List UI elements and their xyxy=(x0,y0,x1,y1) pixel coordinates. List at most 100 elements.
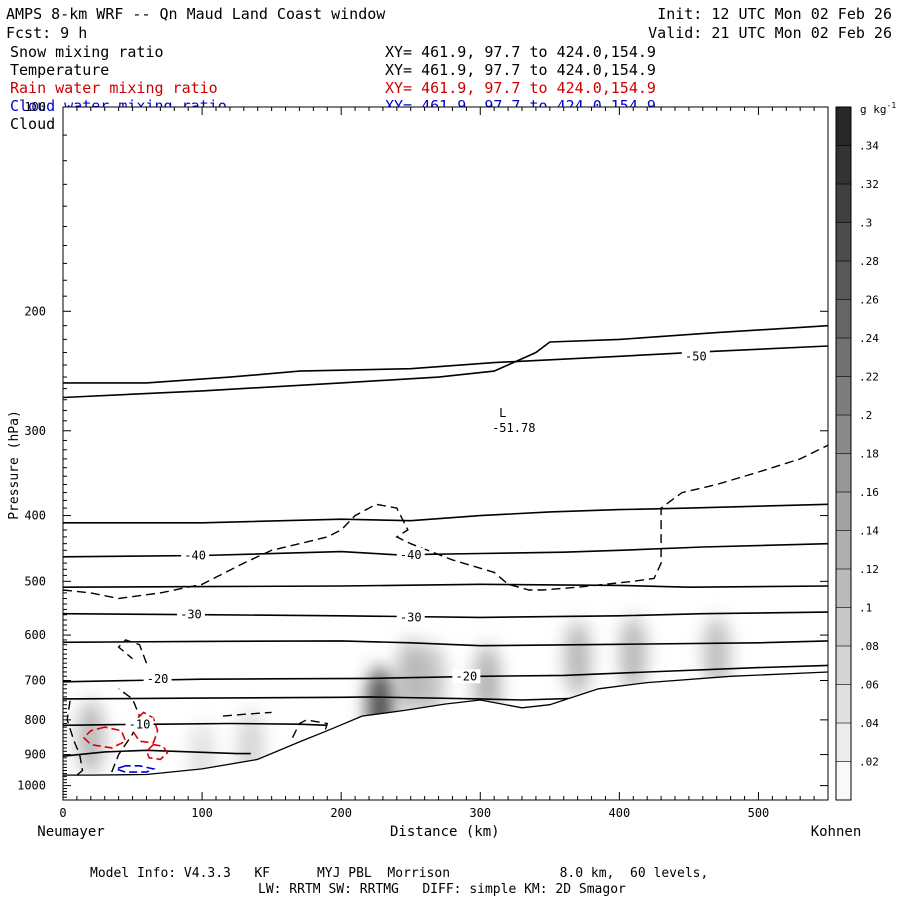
isotherm-label: -30 xyxy=(180,608,202,622)
colorbar-tick-label: .12 xyxy=(859,563,879,576)
x-tick-label: 300 xyxy=(469,806,491,820)
legend-xy: XY= 461.9, 97.7 to 424.0,154.9 xyxy=(385,79,656,97)
start-location-label: Neumayer xyxy=(37,824,104,840)
snow-mixing-contour xyxy=(117,639,148,664)
colorbar-bin xyxy=(836,299,851,339)
cloud-ice-maximum xyxy=(397,638,424,715)
rain-water-contour xyxy=(145,743,169,761)
colorbar-tick-label: .22 xyxy=(859,371,879,384)
legend-name: Snow mixing ratio xyxy=(10,43,164,61)
x-tick-label: 400 xyxy=(609,806,631,820)
y-tick-label: 700 xyxy=(24,674,46,688)
cloud-ice-maximum xyxy=(703,616,730,693)
colorbar-bin xyxy=(836,145,851,185)
colorbar-tick-label: .2 xyxy=(859,409,872,422)
snow-mixing-contour xyxy=(66,700,84,776)
isotherm-label: -20 xyxy=(456,669,478,683)
y-axis-label: Pressure (hPa) xyxy=(7,410,22,520)
colorbar-bin xyxy=(836,684,851,724)
snow-mixing-contour xyxy=(111,688,141,773)
colorbar-bin xyxy=(836,492,851,531)
valid-time: Valid: 21 UTC Mon 02 Feb 26 xyxy=(648,24,892,42)
forecast-hour: Fcst: 9 h xyxy=(6,24,87,42)
colorbar-tick-label: .14 xyxy=(859,525,879,538)
x-tick-label: 200 xyxy=(330,806,352,820)
y-tick-label: 500 xyxy=(24,574,46,588)
snow-mixing-contour xyxy=(291,719,329,739)
isotherm-label-bg xyxy=(452,669,481,684)
colorbar-bin xyxy=(836,607,851,647)
colorbar-bin xyxy=(836,261,851,300)
model-info-line2: LW: RRTM SW: RRTMG DIFF: simple KM: 2D S… xyxy=(258,882,626,897)
colorbar-tick-label: .08 xyxy=(859,640,879,653)
colorbar-tick-label: .24 xyxy=(859,332,879,345)
x-tick-label: 0 xyxy=(59,806,66,820)
x-axis-label: Distance (km) xyxy=(390,824,500,840)
isotherm-label-bg xyxy=(396,547,425,562)
colorbar-tick-label: .16 xyxy=(859,486,879,499)
isotherm-label-bg xyxy=(681,349,710,364)
end-location-label: Kohnen xyxy=(811,824,862,840)
colorbar-tick-label: .32 xyxy=(859,178,879,191)
legend-xy: XY= 461.9, 97.7 to 424.0,154.9 xyxy=(385,61,656,79)
colorbar-bin xyxy=(836,184,851,223)
isotherm-label: -40 xyxy=(400,548,422,562)
colorbar-bin xyxy=(836,453,851,493)
colorbar-bin xyxy=(836,222,851,262)
colorbar-tick-label: .06 xyxy=(859,679,879,692)
snow-mixing-contour xyxy=(63,444,828,600)
isotherm-label-bg xyxy=(176,607,205,622)
isotherm-label: -30 xyxy=(400,610,422,624)
colorbar-tick-label: .28 xyxy=(859,255,879,268)
isotherm-line xyxy=(63,749,251,757)
isotherm-line xyxy=(63,583,828,589)
isotherm-line xyxy=(63,640,828,647)
y-tick-label: 1000 xyxy=(17,779,46,793)
isotherm-label: -50 xyxy=(685,349,707,363)
chart-title: AMPS 8-km WRF -- Qn Maud Land Coast wind… xyxy=(6,5,386,23)
y-tick-label: 200 xyxy=(24,304,46,318)
terrain-layer xyxy=(63,671,828,800)
colorbar-bin xyxy=(836,723,851,762)
legend-name: Rain water mixing ratio xyxy=(10,79,218,97)
cloud-ice-maximum xyxy=(564,620,591,697)
colorbar-bin xyxy=(836,569,851,608)
y-tick-label: 400 xyxy=(24,509,46,523)
legend-xy: XY= 461.9, 97.7 to 424.0,154.9 xyxy=(385,43,656,61)
colorbar-bin xyxy=(836,376,851,416)
plot-frame xyxy=(62,106,829,801)
isotherm-label: -40 xyxy=(184,548,206,562)
colorbar-bin xyxy=(836,338,851,377)
contour-layer: -50 -40 -40 -30 -30 -20 -20 -10 L-51.78 xyxy=(63,324,828,776)
isotherm-label-bg xyxy=(125,717,154,732)
isotherm-line xyxy=(63,503,828,524)
colorbar-tick-label: .1 xyxy=(859,602,872,615)
y-tick-label: 600 xyxy=(24,628,46,642)
init-time: Init: 12 UTC Mon 02 Feb 26 xyxy=(657,5,892,23)
isotherm-label: -10 xyxy=(129,718,151,732)
y-tick-label: 900 xyxy=(24,748,46,762)
terrain-mask xyxy=(63,672,828,800)
x-tick-label: 100 xyxy=(191,806,213,820)
colorbar: .02 .04 .06 .08 .1 .12 .14 .16 .18 .2 .22 .24 .26 .28… xyxy=(835,106,879,801)
cloud-ice-maximum xyxy=(620,616,647,693)
colorbar-bin xyxy=(836,530,851,570)
colorbar-bin xyxy=(836,646,851,685)
x-tick-label: 500 xyxy=(748,806,770,820)
isotherm-label-bg xyxy=(181,548,210,563)
colorbar-tick-label: .34 xyxy=(859,140,879,153)
colorbar-tick-label: .04 xyxy=(859,717,879,730)
colorbar-tick-label: .26 xyxy=(859,294,879,307)
isotherm-label: -20 xyxy=(147,672,169,686)
y-axis: 100 200 300 400 500 600 700 800 900 1000 xyxy=(17,100,828,798)
model-info-line1: Model Info: V4.3.3 KF MYJ PBL Morrison 8… xyxy=(90,866,708,881)
low-value: -51.78 xyxy=(492,421,535,435)
y-tick-label: 100 xyxy=(24,100,46,114)
y-tick-label: 800 xyxy=(24,713,46,727)
colorbar-tick-label: .02 xyxy=(859,756,879,769)
cloud-ice-maximum xyxy=(418,642,445,719)
isotherm-line xyxy=(63,542,828,558)
isotherm-line xyxy=(63,722,328,727)
colorbar-unit: g kg-1 xyxy=(860,101,896,116)
